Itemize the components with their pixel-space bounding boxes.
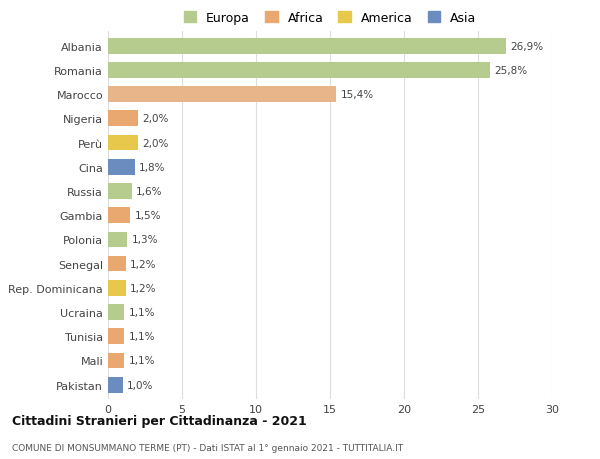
Bar <box>108 304 124 320</box>
Bar <box>108 353 124 369</box>
Bar <box>108 256 126 272</box>
Bar <box>108 280 126 296</box>
Text: 1,0%: 1,0% <box>127 380 154 390</box>
Text: 1,2%: 1,2% <box>130 259 157 269</box>
Text: 26,9%: 26,9% <box>511 42 544 51</box>
Bar <box>108 87 336 103</box>
Bar <box>108 135 137 151</box>
Text: Cittadini Stranieri per Cittadinanza - 2021: Cittadini Stranieri per Cittadinanza - 2… <box>12 414 307 428</box>
Text: 1,2%: 1,2% <box>130 283 157 293</box>
Text: 15,4%: 15,4% <box>340 90 373 100</box>
Bar <box>108 329 124 344</box>
Bar <box>108 184 131 199</box>
Legend: Europa, Africa, America, Asia: Europa, Africa, America, Asia <box>181 9 479 27</box>
Bar <box>108 232 127 248</box>
Text: 1,5%: 1,5% <box>134 211 161 221</box>
Text: 25,8%: 25,8% <box>494 66 527 76</box>
Bar <box>108 208 130 224</box>
Text: 1,3%: 1,3% <box>131 235 158 245</box>
Text: 1,1%: 1,1% <box>129 331 155 341</box>
Text: 2,0%: 2,0% <box>142 138 169 148</box>
Text: 1,1%: 1,1% <box>129 356 155 366</box>
Bar <box>108 160 134 175</box>
Bar <box>108 63 490 78</box>
Text: 1,6%: 1,6% <box>136 186 163 196</box>
Bar <box>108 111 137 127</box>
Bar <box>108 39 506 55</box>
Text: 1,8%: 1,8% <box>139 162 166 173</box>
Text: 2,0%: 2,0% <box>142 114 169 124</box>
Bar <box>108 377 123 393</box>
Text: COMUNE DI MONSUMMANO TERME (PT) - Dati ISTAT al 1° gennaio 2021 - TUTTITALIA.IT: COMUNE DI MONSUMMANO TERME (PT) - Dati I… <box>12 443 403 452</box>
Text: 1,1%: 1,1% <box>129 308 155 317</box>
